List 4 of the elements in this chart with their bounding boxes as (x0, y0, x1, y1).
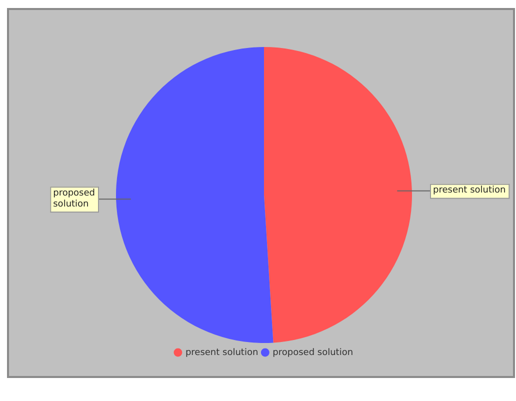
slice-label: present solution (433, 186, 506, 196)
legend-label: proposed solution (272, 348, 354, 358)
legend-label: present solution (185, 348, 258, 358)
slice-label: proposed solution (53, 188, 96, 210)
